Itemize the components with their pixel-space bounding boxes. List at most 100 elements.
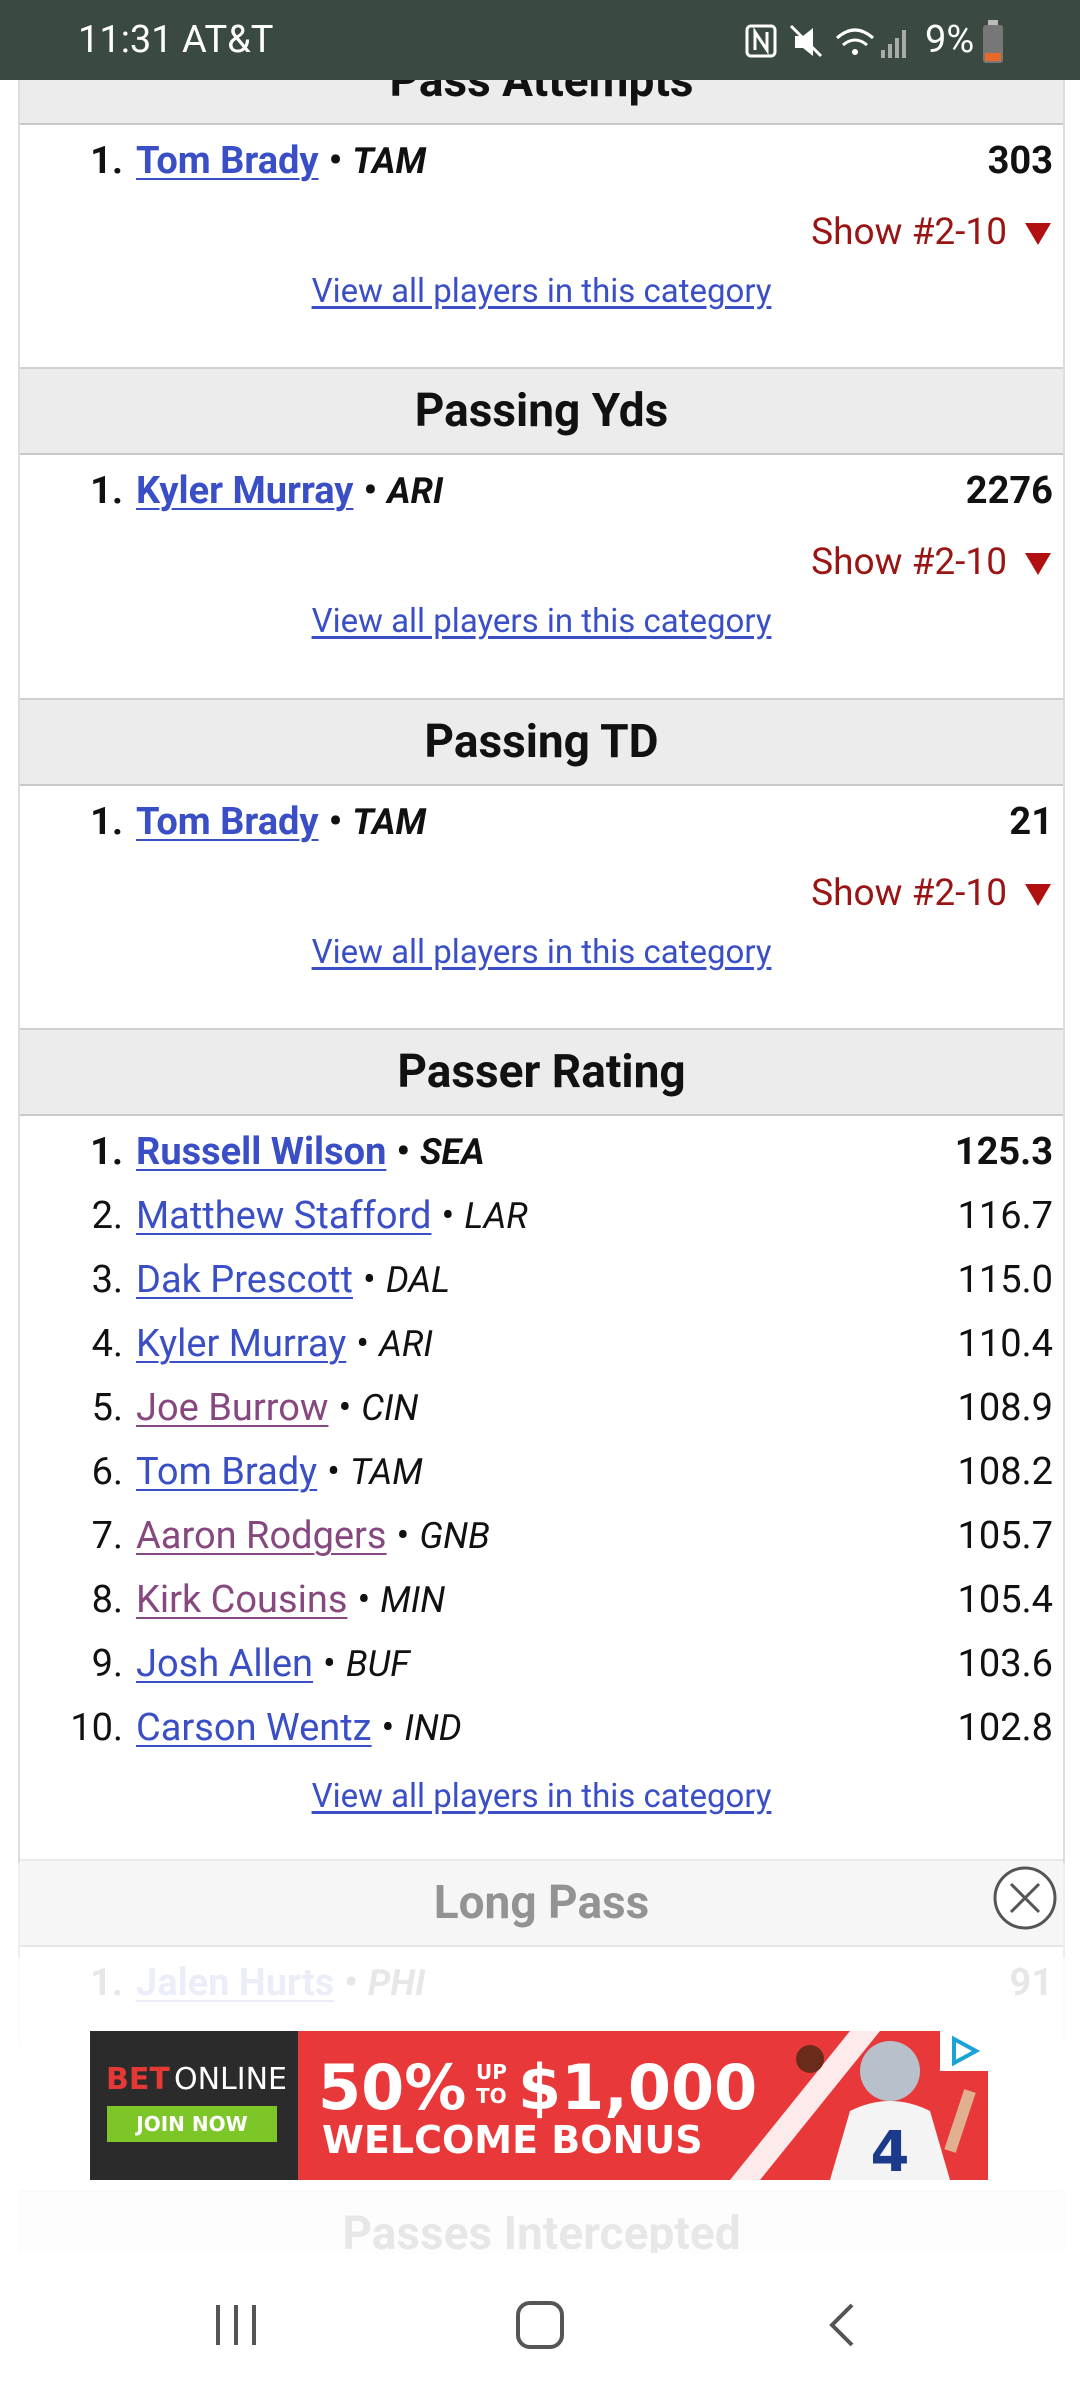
section-title: Passer Rating: [20, 1028, 1063, 1116]
stat-value: 116.7: [957, 1194, 1053, 1238]
player-link[interactable]: Kirk Cousins: [136, 1578, 348, 1622]
back-button[interactable]: [829, 2303, 854, 2347]
rank: 7.: [91, 1514, 123, 1558]
player: Aaron Rodgers • GNB: [136, 1506, 490, 1566]
stat-value: 115.0: [957, 1258, 1053, 1302]
ad-brand-b: ONLINE: [174, 2062, 287, 2097]
rank: 1.: [90, 469, 123, 513]
view-all-link[interactable]: View all players in this category: [311, 272, 772, 311]
player: Carson Wentz • IND: [136, 1698, 462, 1758]
separator: •: [328, 800, 343, 844]
separator: •: [396, 1514, 410, 1558]
player: Josh Allen • BUF: [136, 1634, 410, 1694]
leader-row: 1. Russell Wilson • SEA 125.3: [20, 1122, 1063, 1182]
stat-value: 303: [987, 139, 1053, 183]
view-all: View all players in this category: [20, 1772, 1063, 1822]
ad-amount: $1,000: [518, 2051, 757, 2124]
team: MIN: [380, 1579, 446, 1621]
show-more-toggle[interactable]: Show #2-10: [811, 205, 1051, 261]
rank: 1.: [90, 139, 123, 183]
player-link[interactable]: Tom Brady: [136, 800, 319, 844]
navigation-bar: [0, 2253, 1080, 2400]
team: SEA: [420, 1131, 485, 1173]
show-more-toggle[interactable]: Show #2-10: [811, 866, 1051, 922]
rank: 2.: [91, 1194, 123, 1238]
player-link[interactable]: Aaron Rodgers: [136, 1514, 387, 1558]
close-ad-button[interactable]: [991, 1864, 1059, 1932]
battery-level: 9%: [925, 18, 975, 62]
ad-choices[interactable]: [940, 2031, 988, 2071]
stat-value: 2276: [965, 469, 1053, 513]
stat-value: 108.9: [957, 1386, 1053, 1430]
player-link[interactable]: Carson Wentz: [136, 1706, 372, 1750]
leader-row: 7. Aaron Rodgers • GNB 105.7: [20, 1506, 1063, 1566]
show-more-arrow: [1025, 884, 1051, 907]
view-all: View all players in this category: [20, 597, 1063, 647]
player: Kirk Cousins • MIN: [136, 1570, 445, 1630]
team: ARI: [379, 1323, 433, 1365]
rank: 8.: [91, 1578, 123, 1622]
ad-up: UP: [476, 2060, 507, 2084]
player-link[interactable]: Joe Burrow: [136, 1386, 329, 1430]
show-more-toggle[interactable]: Show #2-10: [811, 535, 1051, 591]
separator: •: [362, 1258, 376, 1302]
ad-percent: 50%: [318, 2051, 466, 2124]
player-link[interactable]: Kyler Murray: [136, 1322, 347, 1366]
player: Dak Prescott • DAL: [136, 1250, 450, 1310]
view-all-link[interactable]: View all players in this category: [311, 933, 772, 972]
player-link[interactable]: Tom Brady: [136, 1450, 318, 1494]
player: Tom Brady • TAM: [136, 792, 426, 852]
section-title: Passing TD: [20, 698, 1063, 786]
separator: •: [357, 1578, 371, 1622]
separator: •: [338, 1386, 352, 1430]
team: ARI: [387, 470, 444, 512]
nav-icons: [216, 2301, 854, 2349]
battery-icon: [983, 20, 1003, 63]
stat-value: 102.8: [957, 1706, 1053, 1750]
view-all: View all players in this category: [20, 928, 1063, 978]
status-icons: [745, 24, 906, 58]
leader-section: Passing TD 1. Tom Brady • TAM 21 Show #2-10 Vie…: [18, 698, 1065, 1029]
player-link[interactable]: Kyler Murray: [136, 469, 354, 513]
player-link[interactable]: Russell Wilson: [136, 1130, 387, 1174]
player-link[interactable]: Josh Allen: [136, 1642, 314, 1686]
ad-choices-icon: [952, 2035, 981, 2067]
ad-banner[interactable]: BET ONLINE JOIN NOW 50% UP TO $1,000 WEL…: [90, 2031, 988, 2180]
rank: 10.: [70, 1706, 123, 1750]
separator: •: [381, 1706, 395, 1750]
leader-row: 1. Tom Brady • TAM 303: [20, 131, 1063, 191]
player-link[interactable]: Dak Prescott: [136, 1258, 353, 1302]
stat-value: 110.4: [957, 1322, 1053, 1366]
home-button[interactable]: [516, 2301, 564, 2349]
leader-row: 2. Matthew Stafford • LAR 116.7: [20, 1186, 1063, 1246]
separator: •: [441, 1194, 455, 1238]
team: TAM: [352, 801, 427, 843]
player-link[interactable]: Tom Brady: [136, 139, 319, 183]
leader-row: 9. Josh Allen • BUF 103.6: [20, 1634, 1063, 1694]
leader-section: Passing Yds 1. Kyler Murray • ARI 2276 Show #2…: [18, 367, 1065, 698]
player: Kyler Murray • ARI: [136, 1314, 433, 1374]
ad-stripe: [730, 2031, 880, 2180]
separator: •: [328, 139, 343, 183]
ad-player-graphic: 4: [796, 2041, 976, 2180]
rank: 9.: [91, 1642, 123, 1686]
view-all-link[interactable]: View all players in this category: [311, 1777, 772, 1816]
player: Tom Brady • TAM: [136, 131, 426, 191]
ad-to: TO: [476, 2084, 507, 2108]
stat-value: 21: [1009, 800, 1053, 844]
player: Joe Burrow • CIN: [136, 1378, 418, 1438]
recent-apps-button[interactable]: [216, 2305, 256, 2345]
separator: •: [356, 1322, 370, 1366]
ad-brand-a: BET: [106, 2062, 170, 2097]
view-all-link[interactable]: View all players in this category: [311, 602, 772, 641]
player-link[interactable]: Matthew Stafford: [136, 1194, 432, 1238]
ad-bonus: WELCOME BONUS: [322, 2118, 703, 2162]
show-more-arrow: [1025, 553, 1051, 576]
stat-value: 103.6: [957, 1642, 1053, 1686]
team: LAR: [464, 1195, 528, 1237]
leader-row: 3. Dak Prescott • DAL 115.0: [20, 1250, 1063, 1310]
leader-row: 1. Kyler Murray • ARI 2276: [20, 461, 1063, 521]
team: GNB: [419, 1515, 490, 1557]
